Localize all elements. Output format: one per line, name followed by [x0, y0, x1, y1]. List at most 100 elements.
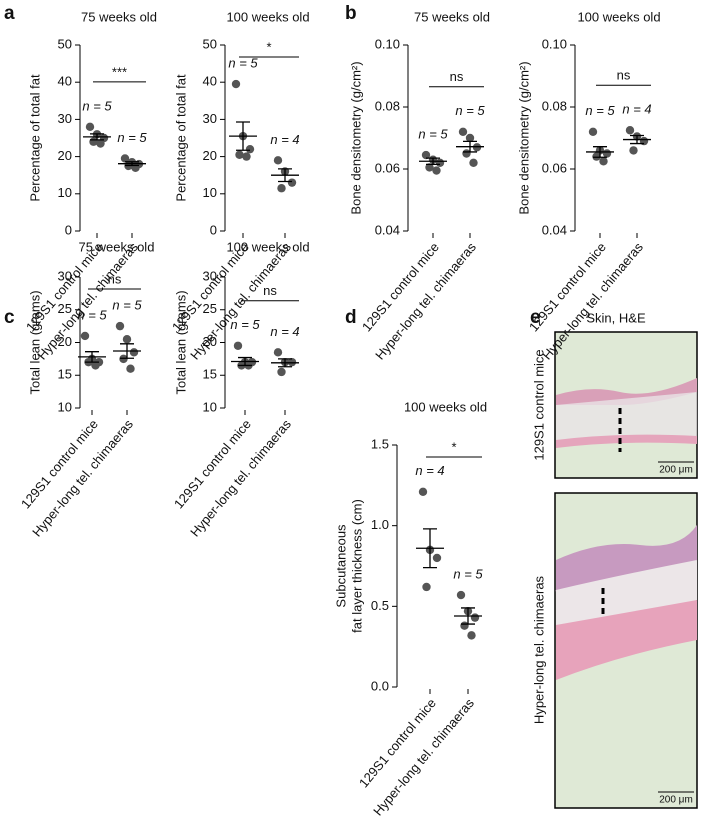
n-label: n = 5 — [77, 307, 107, 322]
error-bar — [593, 146, 607, 158]
data-point — [273, 156, 283, 165]
error-bar — [463, 140, 477, 153]
error-bar — [120, 343, 134, 359]
y-tick-label: 30 — [58, 111, 72, 126]
data-point — [435, 158, 445, 167]
data-point — [231, 79, 241, 89]
n-label: n = 4 — [270, 324, 299, 339]
data-point — [418, 487, 428, 496]
y-tick-label: 1.0 — [371, 517, 389, 532]
significance-label: ns — [108, 271, 122, 286]
significance-label: ns — [450, 69, 464, 84]
y-axis-label: Percentage of total fat — [173, 74, 188, 202]
n-label: n = 4 — [270, 132, 299, 147]
y-tick-label: 20 — [58, 148, 72, 163]
chart-title: 75 weeks old — [81, 9, 157, 24]
y-tick-label: 20 — [203, 334, 217, 349]
data-point — [233, 341, 243, 350]
panel-label: a — [4, 3, 15, 24]
chart-title: 100 weeks old — [226, 239, 309, 254]
y-tick-label: 40 — [58, 74, 72, 89]
scale-bar-label: 200 μm — [659, 465, 693, 476]
n-label: n = 5 — [112, 298, 142, 313]
significance-label: * — [266, 39, 271, 54]
y-tick-label: 0.04 — [542, 222, 567, 237]
data-point — [469, 158, 478, 167]
n-label: n = 5 — [230, 317, 260, 332]
chart-title: 100 weeks old — [577, 9, 660, 24]
y-tick-label: 0.06 — [375, 160, 400, 175]
y-tick-label: 0.04 — [375, 222, 400, 237]
y-tick-label: 20 — [203, 148, 217, 163]
y-tick-label: 10 — [203, 399, 217, 414]
error-bar — [278, 168, 292, 183]
histology-row-label: Hyper-long tel. chimaeras — [531, 575, 546, 724]
y-tick-label: 10 — [203, 185, 217, 200]
scale-bar-label: 200 μm — [659, 795, 693, 806]
data-point — [456, 590, 466, 600]
data-point — [273, 348, 283, 357]
y-tick-label: 0.08 — [542, 98, 567, 113]
error-bar — [423, 528, 437, 569]
y-axis-label: fat layer thickness (cm) — [349, 499, 364, 633]
y-tick-label: 40 — [203, 74, 217, 89]
data-point — [602, 149, 612, 158]
error-bar — [426, 157, 440, 165]
panel-label: b — [345, 3, 357, 24]
significance-label: *** — [112, 64, 127, 79]
histology-row-label: 129S1 control mice — [531, 349, 546, 460]
data-point — [85, 122, 95, 132]
n-label: n = 5 — [453, 566, 483, 581]
data-point — [432, 166, 441, 175]
panel-label: e — [530, 307, 541, 328]
chart-title: 100 weeks old — [404, 399, 487, 414]
histology-image — [554, 331, 698, 479]
data-point — [129, 348, 139, 357]
data-point — [277, 367, 286, 377]
histology-title: Skin, H&E — [586, 310, 646, 325]
y-tick-label: 25 — [203, 301, 217, 316]
significance-label: * — [451, 439, 456, 454]
panel-label: c — [4, 307, 15, 328]
y-tick-label: 0.5 — [371, 598, 389, 613]
data-point — [421, 150, 431, 160]
y-axis-label: Total lean (grams) — [27, 290, 42, 394]
data-point — [235, 150, 244, 159]
data-point — [470, 613, 480, 622]
y-tick-label: 15 — [58, 367, 72, 382]
data-point — [91, 361, 100, 370]
data-point — [625, 126, 635, 135]
error-bar — [236, 121, 250, 151]
y-tick-label: 25 — [58, 301, 72, 316]
y-axis-label: Total lean (grams) — [173, 290, 188, 394]
y-tick-label: 10 — [58, 399, 72, 414]
data-point — [80, 331, 90, 341]
data-point — [458, 127, 468, 136]
n-label: n = 5 — [455, 103, 485, 118]
y-tick-label: 50 — [203, 36, 217, 51]
n-label: n = 5 — [82, 98, 112, 113]
y-axis-label: Subcutaneous — [333, 524, 348, 608]
data-point — [467, 631, 476, 640]
n-label: n = 4 — [622, 102, 651, 117]
data-point — [120, 154, 130, 163]
error-bar — [630, 134, 644, 145]
data-point — [242, 152, 251, 161]
data-point — [287, 357, 297, 367]
data-point — [122, 335, 132, 344]
data-point — [629, 146, 638, 155]
data-point — [119, 354, 128, 364]
n-label: n = 5 — [585, 103, 615, 118]
y-tick-label: 0.10 — [542, 36, 567, 51]
error-bar — [90, 133, 104, 141]
significance-label: ns — [617, 68, 631, 83]
y-tick-label: 15 — [203, 367, 217, 382]
y-tick-label: 30 — [203, 268, 217, 283]
histology-image — [554, 492, 698, 809]
panel-label: d — [345, 307, 357, 328]
data-point — [96, 139, 105, 148]
y-tick-label: 30 — [203, 111, 217, 126]
data-point — [465, 133, 475, 143]
y-tick-label: 30 — [58, 268, 72, 283]
